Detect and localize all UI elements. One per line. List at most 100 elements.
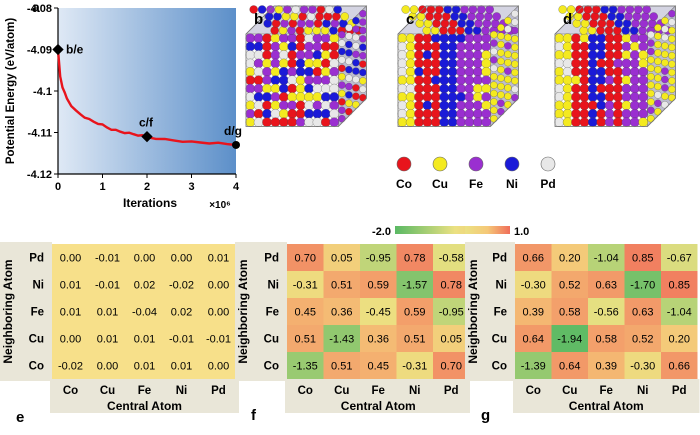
atom — [312, 109, 323, 119]
atom — [617, 5, 626, 14]
cell-value: 0.52 — [559, 280, 580, 292]
atom — [456, 117, 466, 127]
atom — [442, 12, 451, 21]
atom — [580, 19, 590, 28]
atom — [270, 117, 281, 127]
atom — [352, 75, 360, 84]
heatmap-cell — [360, 298, 397, 325]
atom — [641, 12, 650, 21]
atom — [647, 64, 655, 72]
heatmap-cell — [588, 325, 625, 352]
atom — [253, 75, 264, 85]
atom — [604, 109, 615, 119]
x-tick-label: Fe — [372, 385, 385, 397]
heatmap-cell — [588, 271, 625, 298]
cell-value: 0.01 — [60, 280, 81, 292]
atom — [431, 50, 441, 60]
atom — [468, 5, 478, 14]
atom — [596, 33, 606, 43]
atom — [422, 92, 433, 102]
y-tick-label: -4.08 — [27, 3, 52, 15]
atom — [490, 31, 498, 39]
cell-value: 0.02 — [171, 307, 192, 319]
cell-value: -0.01 — [95, 253, 120, 265]
cell-value: 0.39 — [596, 361, 617, 373]
atom — [279, 33, 289, 43]
atom — [270, 100, 281, 111]
atom — [405, 109, 416, 119]
atom — [668, 60, 676, 68]
atom — [571, 67, 581, 77]
atom — [262, 75, 272, 85]
heatmap-cell — [661, 298, 698, 325]
heatmap-cell — [360, 325, 397, 352]
atom — [460, 5, 469, 14]
atom — [279, 117, 289, 127]
atom — [245, 41, 255, 52]
atom — [490, 106, 498, 114]
atom — [588, 109, 598, 119]
x-tick-label: Co — [526, 385, 541, 397]
atom — [329, 83, 339, 94]
heatmap-cell — [163, 244, 200, 271]
atom — [431, 75, 441, 85]
atom — [621, 58, 632, 69]
y-tick-label: -4.09 — [27, 45, 52, 57]
atom — [579, 58, 590, 69]
atom — [338, 81, 346, 89]
atom — [439, 33, 449, 43]
atom — [414, 67, 424, 77]
atom — [571, 92, 581, 102]
atom — [352, 25, 360, 33]
panel-label-g: g — [481, 407, 490, 424]
atom — [338, 106, 346, 114]
panel-label-a: a — [32, 0, 40, 15]
atom — [588, 83, 598, 94]
atom — [456, 67, 466, 77]
atom — [422, 67, 433, 77]
atom — [414, 58, 424, 69]
atom — [596, 50, 606, 60]
atom — [279, 109, 289, 119]
atom — [608, 5, 618, 14]
atom — [596, 75, 606, 85]
atom — [504, 101, 512, 109]
cell-value: 0.64 — [523, 334, 544, 346]
atom — [473, 75, 483, 85]
atom — [295, 92, 306, 102]
y-tick-label: Ni — [496, 280, 508, 292]
atom — [414, 109, 424, 119]
heatmap-cell — [624, 298, 661, 325]
cell-value: -1.04 — [594, 253, 619, 265]
atom — [622, 19, 632, 28]
atom — [329, 50, 339, 60]
atom — [279, 50, 289, 60]
atom — [308, 5, 317, 14]
atom — [604, 117, 615, 127]
heatmap-cell — [89, 244, 126, 271]
atom — [629, 26, 639, 35]
heatmap-cell — [163, 298, 200, 325]
cell-value: 0.63 — [632, 307, 653, 319]
atom — [401, 5, 410, 14]
atom — [511, 68, 519, 77]
atom — [287, 41, 297, 52]
atom — [562, 92, 573, 102]
atom — [263, 19, 272, 28]
atom — [316, 5, 326, 14]
atom — [588, 92, 598, 102]
atom — [304, 50, 314, 60]
atom — [280, 19, 289, 28]
heatmap-cell — [396, 352, 433, 379]
heatmap-f: 0.70 0.05 -0.95 0.78 -0.58 -0.31 0.51 0.59 -1.57… — [235, 226, 515, 424]
atom — [464, 92, 475, 102]
atom — [668, 35, 676, 43]
atom — [287, 117, 297, 127]
atom — [329, 117, 339, 127]
atom — [405, 58, 416, 69]
atom — [481, 109, 491, 119]
atom — [579, 67, 590, 77]
atom — [456, 50, 466, 60]
atom — [262, 50, 272, 60]
atom — [588, 33, 598, 43]
